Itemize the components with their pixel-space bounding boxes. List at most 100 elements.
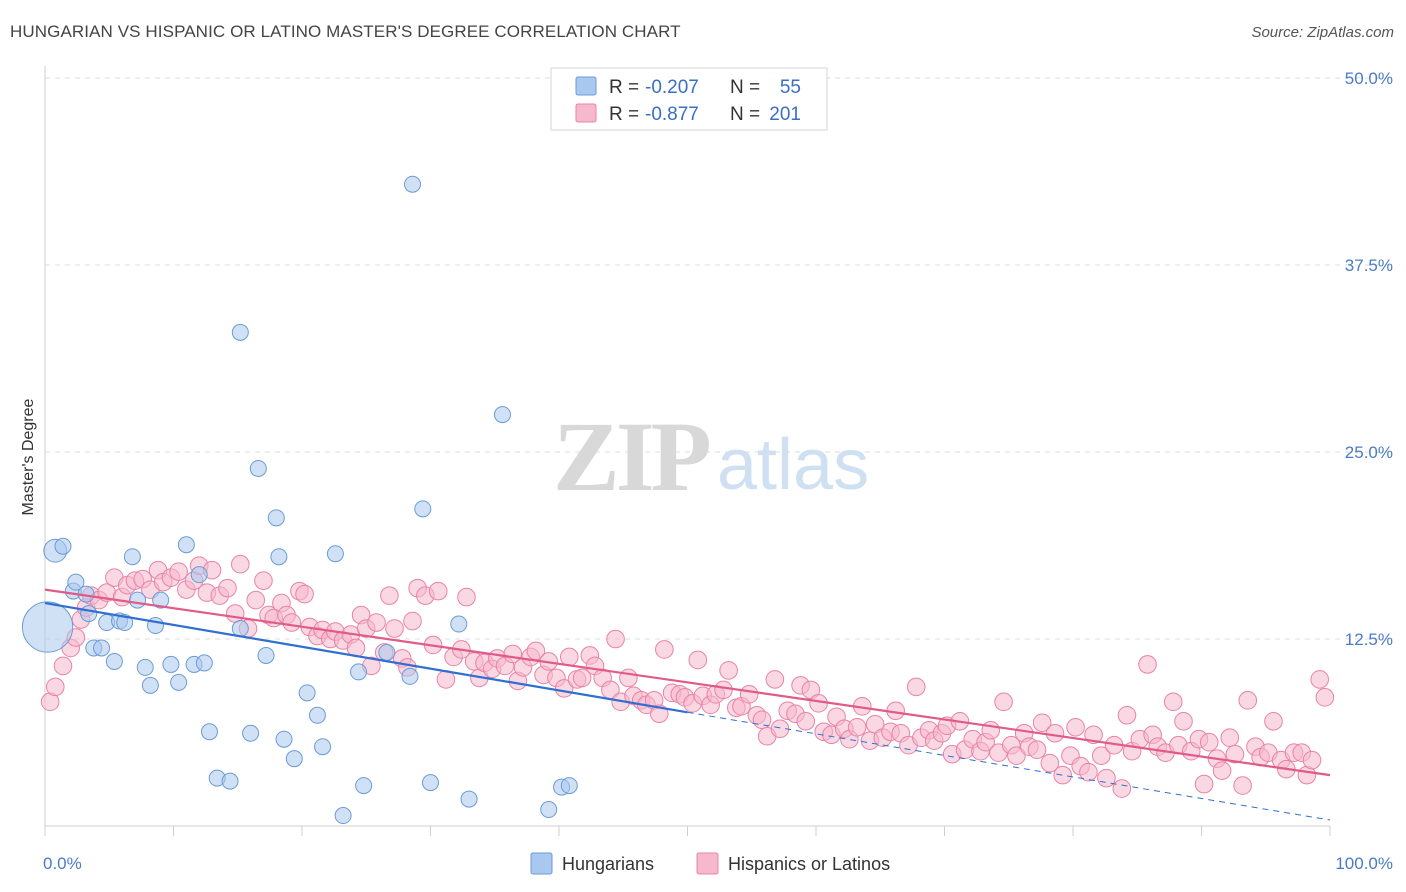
hungarian-point-33 <box>267 509 285 527</box>
hispanic-point-170 <box>1138 655 1157 674</box>
hungarians-trend-extension <box>687 711 1331 821</box>
hungarian-point-50 <box>460 790 478 808</box>
hungarian-point-15 <box>136 658 154 676</box>
hungarian-point-42 <box>350 663 368 681</box>
hispanic-point-184 <box>1225 744 1245 764</box>
hispanic-point-153 <box>1027 740 1047 760</box>
hungarian-point-20 <box>170 673 188 691</box>
hungarian-point-23 <box>190 566 208 584</box>
legend-top-r-value-0: -0.207 <box>645 77 699 98</box>
hispanic-point-108 <box>739 685 759 704</box>
y-tick-label-1: 25.0% <box>1345 443 1393 462</box>
hispanic-point-154 <box>1032 713 1052 733</box>
hispanic-point-100 <box>688 650 708 670</box>
legend-bottom: Hungarians Hispanics or Latinos <box>530 852 890 875</box>
hispanics-trend-line <box>44 588 1331 777</box>
hungarian-point-16 <box>141 676 159 694</box>
hispanic-point-87 <box>606 629 625 649</box>
hispanic-point-80 <box>559 647 579 667</box>
points-layer <box>21 175 1335 825</box>
hispanic-point-155 <box>1040 753 1060 773</box>
chart-title: HUNGARIAN VS HISPANIC OR LATINO MASTER'S… <box>10 22 681 41</box>
hungarian-point-4 <box>67 573 85 591</box>
y-tick-label-2: 37.5% <box>1345 256 1393 275</box>
hispanic-point-182 <box>1212 761 1232 780</box>
y-tick-labels: 12.5% 25.0% 37.5% 50.0% <box>1345 69 1393 649</box>
hungarian-point-8 <box>93 639 111 657</box>
hispanic-point-60 <box>428 581 448 601</box>
legend-top-swatch-hispanics <box>575 103 597 123</box>
hungarian-point-27 <box>221 772 239 790</box>
hispanic-point-134 <box>906 677 926 697</box>
hispanic-point-146 <box>981 720 1001 740</box>
y-axis-label: Master's Degree <box>20 398 37 515</box>
hispanic-point-180 <box>1199 732 1219 752</box>
hungarian-point-32 <box>257 646 275 664</box>
legend-top-swatch-hungarians <box>575 76 597 96</box>
hungarian-point-6 <box>80 605 98 623</box>
hispanic-point-159 <box>1066 717 1085 737</box>
hispanic-point-185 <box>1233 776 1252 795</box>
source-label: Source: ZipAtlas.com <box>1251 24 1394 41</box>
hungarian-point-25 <box>200 723 218 741</box>
series-hispanics <box>40 554 1335 798</box>
hungarian-point-2 <box>54 537 72 555</box>
hispanic-point-1 <box>45 677 65 697</box>
hispanic-point-38 <box>295 584 314 604</box>
hungarian-point-54 <box>560 777 578 795</box>
legend-bottom-label-hispanics: Hispanics or Latinos <box>728 854 890 874</box>
legend-bottom-swatch-hispanics <box>696 852 719 875</box>
hispanic-point-167 <box>1117 705 1137 725</box>
hispanic-point-174 <box>1163 692 1183 712</box>
hispanic-point-164 <box>1097 768 1116 788</box>
x-tick-label-1: 100.0% <box>1335 854 1393 873</box>
hispanic-point-89 <box>619 668 638 688</box>
hungarians-trend-line <box>44 602 688 714</box>
hispanic-point-30 <box>246 590 266 610</box>
hungarian-point-46 <box>404 175 422 193</box>
hungarian-point-44 <box>378 643 396 661</box>
hispanic-point-162 <box>1084 725 1103 745</box>
hungarian-point-34 <box>270 548 288 566</box>
hungarian-point-12 <box>116 614 134 632</box>
hispanic-point-2 <box>53 656 73 676</box>
hispanic-point-31 <box>254 571 273 590</box>
hispanic-point-190 <box>1264 711 1283 731</box>
hispanic-point-179 <box>1194 774 1214 794</box>
hispanic-point-166 <box>1112 779 1132 798</box>
hispanic-point-27 <box>225 604 245 623</box>
hispanic-point-186 <box>1238 691 1258 710</box>
hispanic-point-53 <box>385 619 404 638</box>
hungarian-point-10 <box>105 652 123 670</box>
hungarian-point-38 <box>308 706 326 724</box>
legend-top-frame <box>550 67 828 131</box>
hungarian-point-48 <box>422 774 439 792</box>
hispanic-point-104 <box>714 680 733 700</box>
legend-top: R = -0.207 N = 55 R = -0.877 N = 201 <box>550 67 828 131</box>
x-tick-label-0: 0.0% <box>43 854 82 873</box>
hungarian-point-49 <box>450 615 468 633</box>
hispanic-point-56 <box>403 611 422 631</box>
hispanic-point-125 <box>847 717 867 737</box>
legend-top-n-label-1: N = <box>730 104 760 125</box>
hungarian-point-47 <box>414 500 432 518</box>
hungarian-point-40 <box>326 545 344 563</box>
hungarian-point-24 <box>195 654 213 672</box>
hispanic-point-198 <box>1315 688 1335 707</box>
hispanic-point-150 <box>1007 746 1026 765</box>
hispanic-point-197 <box>1310 670 1330 689</box>
legend-top-r-value-1: -0.877 <box>645 104 699 125</box>
y-tick-label-0: 12.5% <box>1345 630 1393 649</box>
hispanic-point-157 <box>1053 765 1073 785</box>
hispanic-point-183 <box>1220 728 1240 748</box>
hispanic-point-112 <box>765 670 785 689</box>
hungarian-point-29 <box>231 323 249 341</box>
hispanic-point-196 <box>1302 750 1322 770</box>
hungarian-point-19 <box>162 655 180 673</box>
hispanic-point-105 <box>719 661 738 680</box>
hungarian-point-39 <box>314 738 332 756</box>
legend-top-n-value-1: 201 <box>769 104 801 125</box>
trend-lines <box>44 588 1331 821</box>
hispanic-point-163 <box>1091 746 1111 765</box>
